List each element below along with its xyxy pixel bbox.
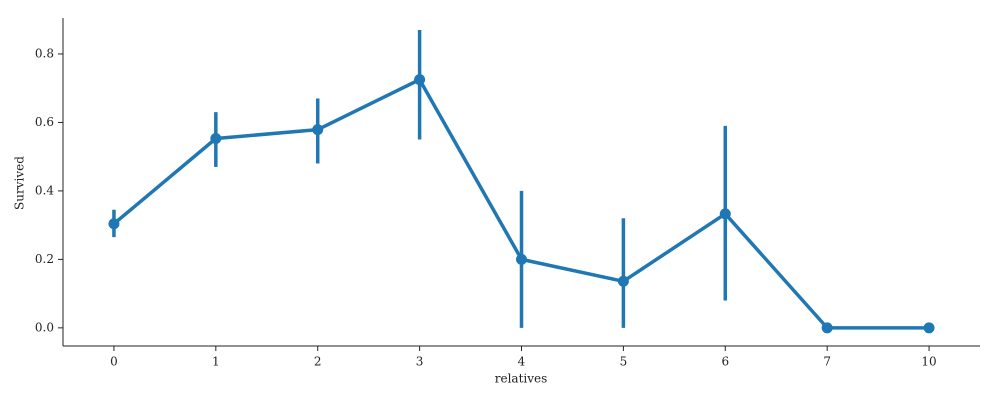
y-tick-label: 0.0 xyxy=(35,320,54,334)
x-axis-label: relatives xyxy=(495,372,548,386)
point xyxy=(414,74,426,86)
point xyxy=(516,253,527,265)
x-tick-label: 7 xyxy=(823,355,831,369)
point xyxy=(108,218,120,230)
point xyxy=(617,275,629,287)
x-tick-label: 5 xyxy=(620,355,628,369)
x-tick-label: 1 xyxy=(212,355,220,369)
x-tick-label: 10 xyxy=(921,355,936,369)
point xyxy=(923,322,935,334)
x-tick-label: 4 xyxy=(518,355,526,369)
x-tick-label: 3 xyxy=(416,355,424,369)
y-tick-label: 0.4 xyxy=(35,183,54,197)
point xyxy=(719,208,731,220)
point xyxy=(821,322,833,334)
point xyxy=(210,133,222,145)
y-tick-label: 0.8 xyxy=(35,46,54,60)
x-tick-label: 6 xyxy=(721,355,729,369)
point xyxy=(312,124,324,136)
x-tick-label: 2 xyxy=(314,355,322,369)
x-tick-label: 0 xyxy=(110,355,118,369)
y-axis-label: Survived xyxy=(13,156,27,210)
y-tick-label: 0.6 xyxy=(35,115,54,129)
y-tick-label: 0.2 xyxy=(35,252,54,266)
